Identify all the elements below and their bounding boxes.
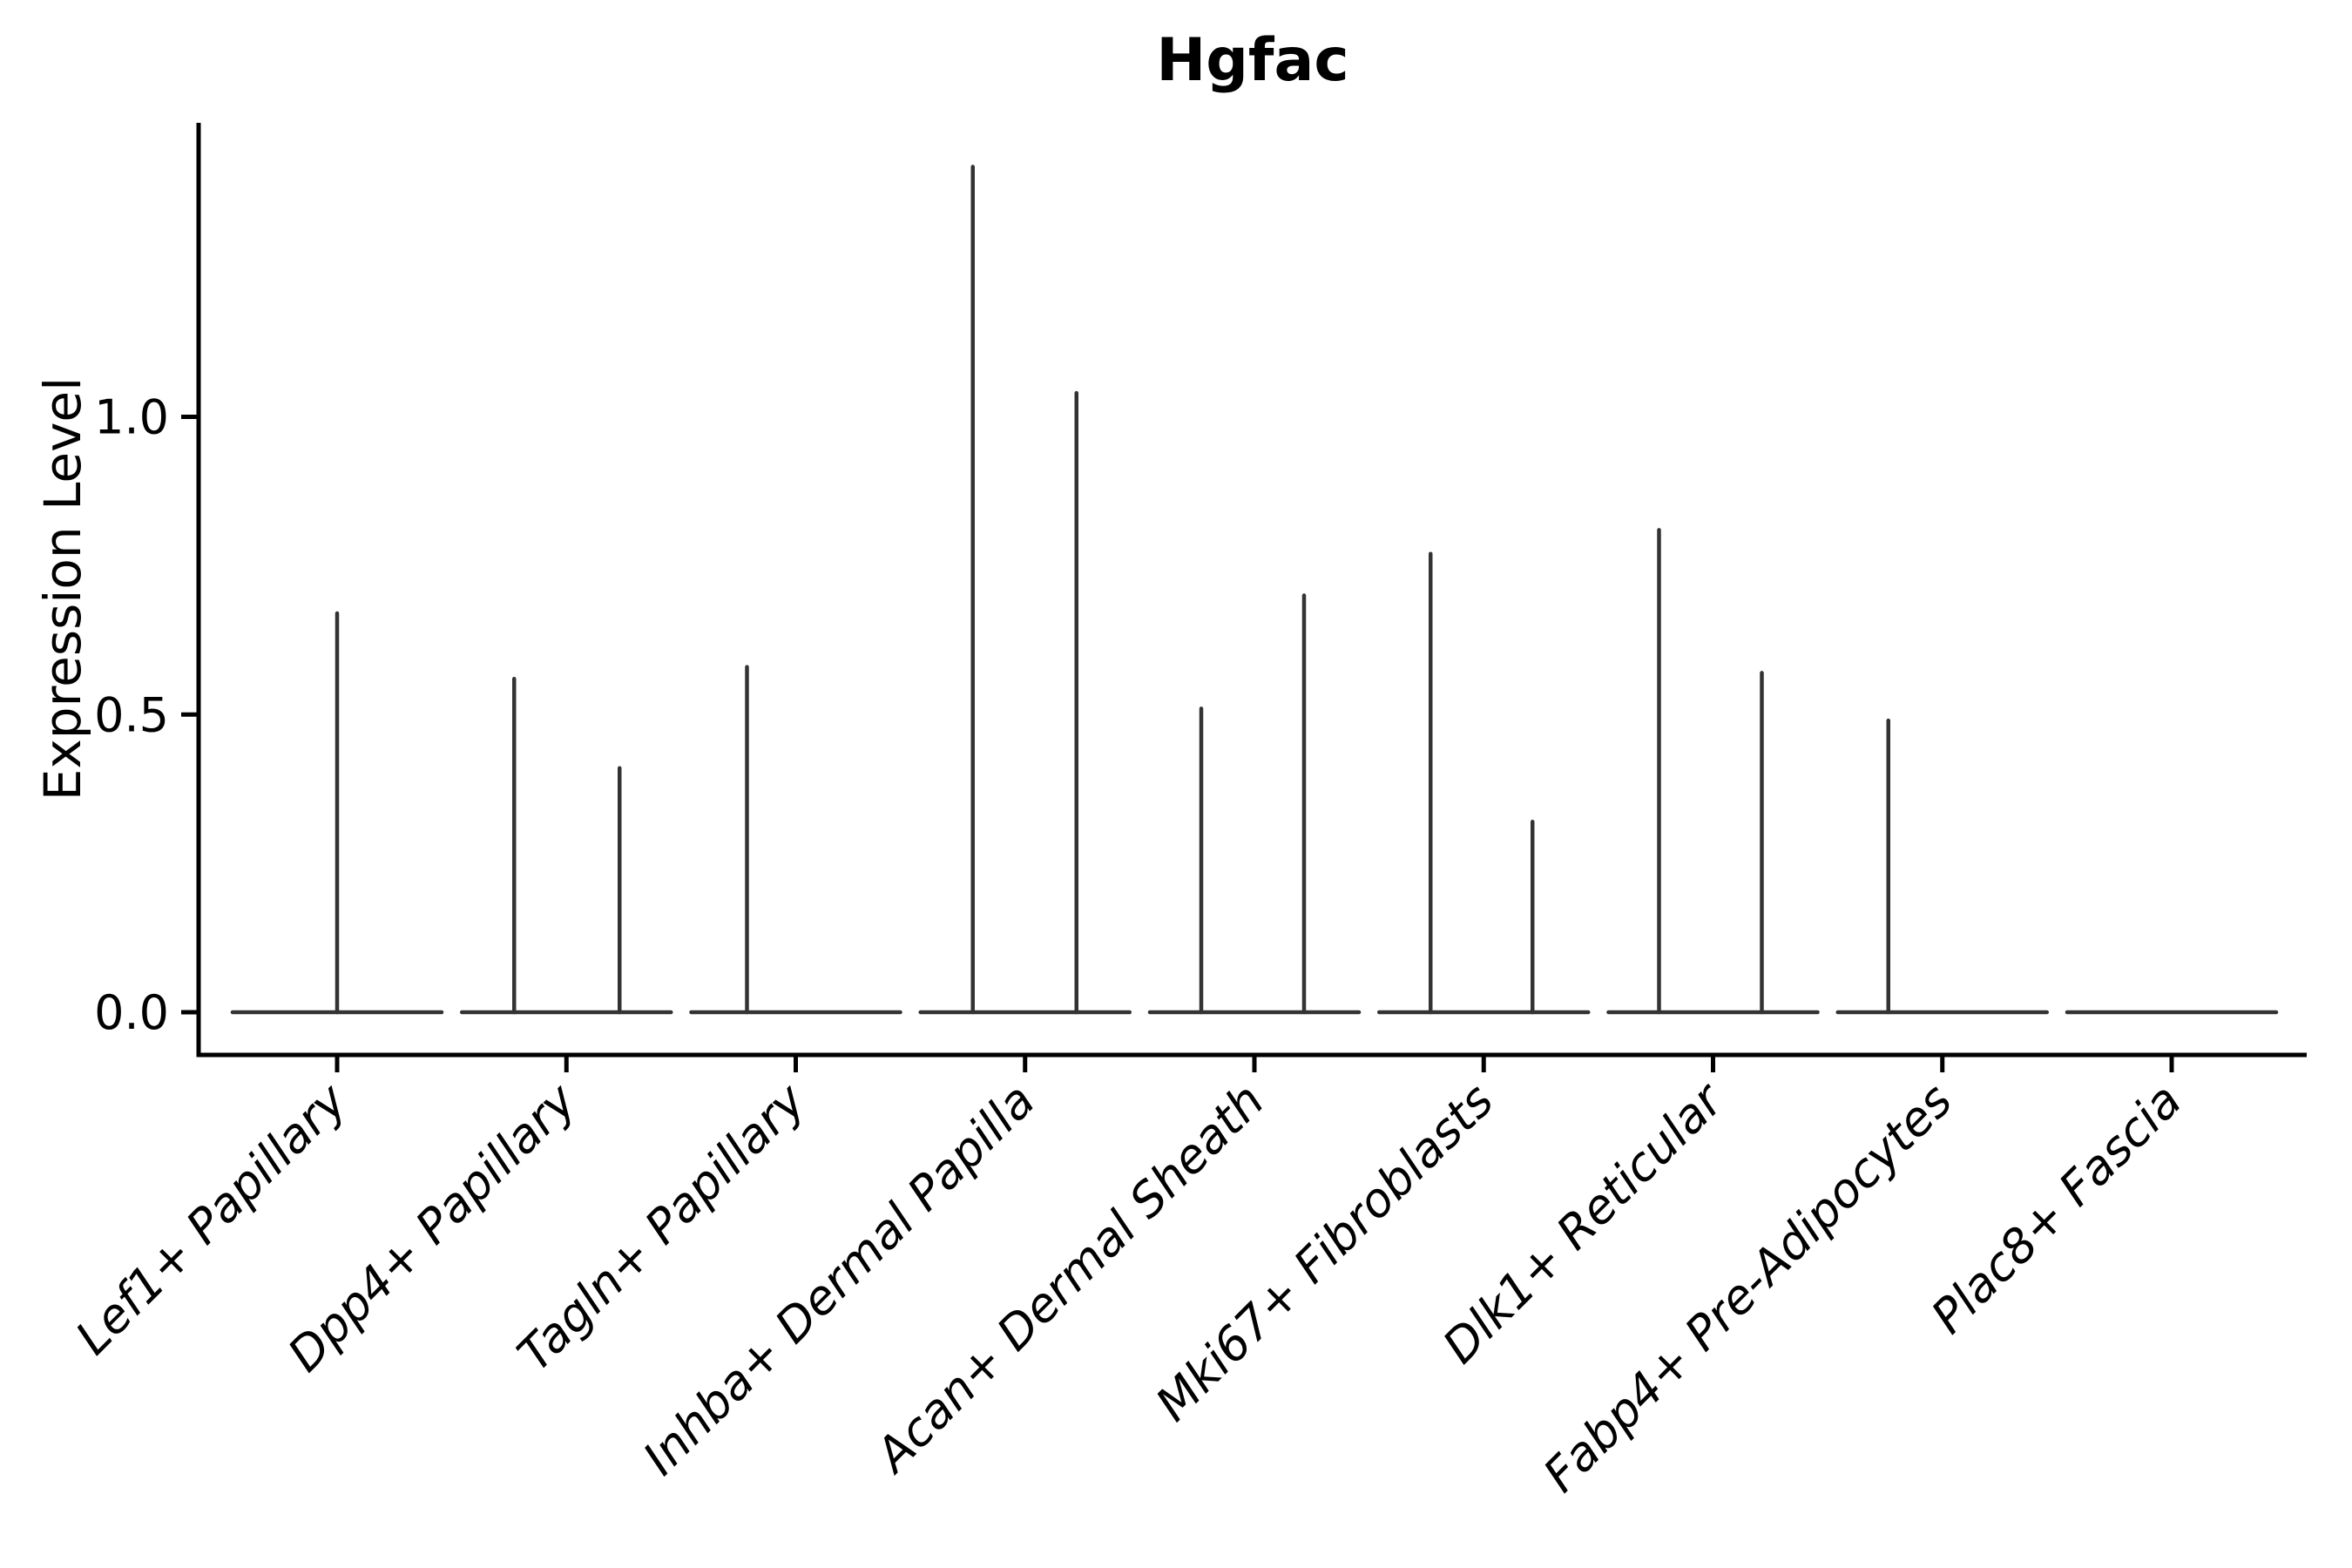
x-tick-label: Inhba+ Dermal Papilla — [632, 1073, 1045, 1486]
x-tick-label: Acan+ Dermal Sheath — [863, 1073, 1274, 1484]
y-tick-label: 0.5 — [94, 687, 169, 742]
x-tick-label: Plac8+ Fascia — [1921, 1073, 2192, 1344]
chart-title: Hgfac — [1156, 26, 1349, 95]
y-tick-label: 1.0 — [94, 390, 169, 445]
x-tick-label: Fabp4+ Pre-Adipocytes — [1533, 1073, 1963, 1503]
y-tick-label: 0.0 — [94, 985, 169, 1040]
